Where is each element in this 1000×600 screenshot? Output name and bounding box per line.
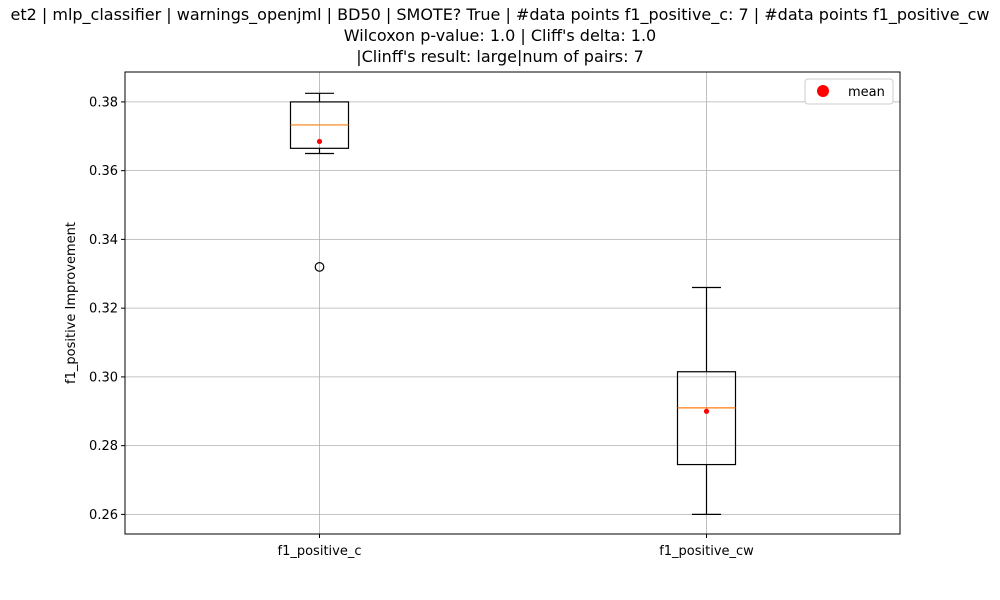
legend: mean xyxy=(804,78,894,105)
title-line-2: Wilcoxon p-value: 1.0 | Cliff's delta: 1… xyxy=(343,26,657,45)
grid-lines xyxy=(125,72,900,534)
y-tick-label: 0.28 xyxy=(89,439,118,454)
y-tick-label: 0.38 xyxy=(89,95,118,110)
x-tick-label: f1_positive_c xyxy=(278,544,362,559)
y-tick-label: 0.32 xyxy=(89,302,118,317)
outlier-point xyxy=(314,262,325,272)
x-axis-ticks: f1_positive_c f1_positive_cw xyxy=(278,534,754,559)
iqr-box xyxy=(676,371,737,466)
mean-marker xyxy=(316,138,323,145)
y-axis-ticks: 0.26 0.28 0.30 0.32 0.34 0.36 0.38 xyxy=(89,95,125,523)
plot-frame xyxy=(124,71,901,535)
legend-mean-marker xyxy=(817,85,829,97)
mean-marker xyxy=(703,408,710,414)
title-line-1: et2 | mlp_classifier | warnings_openjml … xyxy=(10,5,990,24)
legend-box xyxy=(804,78,894,105)
box-f1_positive_c xyxy=(289,92,350,272)
y-tick-label: 0.36 xyxy=(89,164,118,179)
chart-title: et2 | mlp_classifier | warnings_openjml … xyxy=(0,4,1000,67)
legend-mean-label: mean xyxy=(848,85,885,100)
y-axis-label: f1_positive Improvement xyxy=(64,222,79,384)
x-tick-label: f1_positive_cw xyxy=(659,544,754,559)
y-tick-label: 0.34 xyxy=(89,233,118,248)
title-line-3: |Clinff's result: large|num of pairs: 7 xyxy=(356,47,644,66)
y-tick-label: 0.30 xyxy=(89,370,118,385)
y-tick-label: 0.26 xyxy=(89,508,118,523)
box-groups xyxy=(289,92,737,516)
box-f1_positive_cw xyxy=(676,286,737,516)
